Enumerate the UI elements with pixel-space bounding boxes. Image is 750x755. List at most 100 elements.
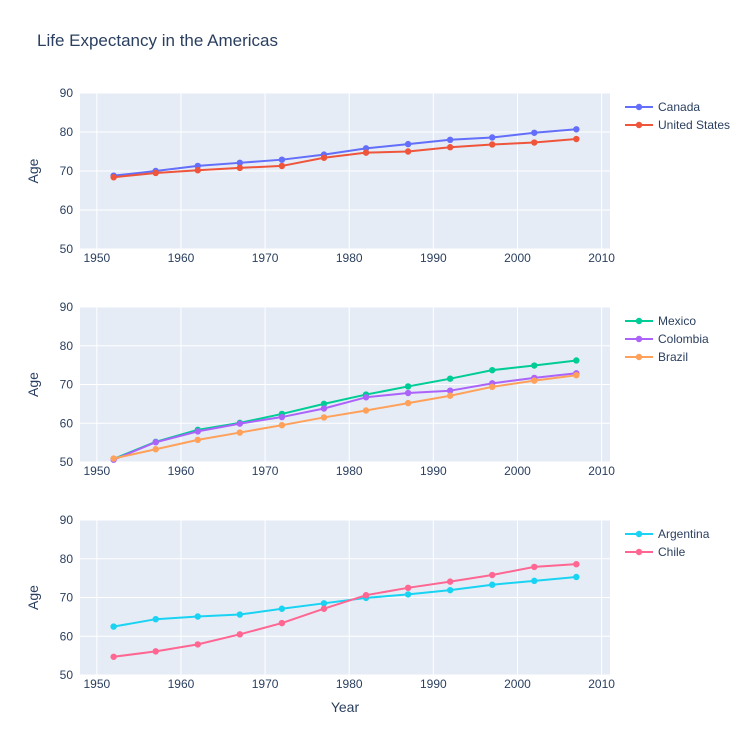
y-axis-label: Age xyxy=(25,585,41,610)
data-point xyxy=(278,413,286,421)
y-tick-label: 70 xyxy=(60,164,74,178)
data-point xyxy=(404,389,412,397)
data-point xyxy=(531,577,538,585)
legend-label: Argentina xyxy=(658,527,710,541)
series-line xyxy=(113,563,577,658)
x-tick-label: 1970 xyxy=(252,464,279,478)
legend-label: Canada xyxy=(658,100,700,114)
x-tick-label: 2000 xyxy=(504,464,531,478)
data-point xyxy=(489,383,496,391)
y-tick-label: 50 xyxy=(60,242,74,256)
x-tick-label: 1970 xyxy=(252,251,279,265)
y-tick-label: 80 xyxy=(60,125,74,139)
data-point xyxy=(320,154,328,161)
data-point xyxy=(404,584,412,592)
legend-marker xyxy=(635,103,643,111)
x-tick-label: 1990 xyxy=(420,677,447,691)
series-line xyxy=(113,575,577,628)
series-line xyxy=(113,374,577,460)
x-tick-label: 1960 xyxy=(168,464,195,478)
y-tick-label: 60 xyxy=(60,416,74,430)
data-point xyxy=(194,167,201,174)
data-point xyxy=(446,144,454,151)
data-point xyxy=(194,613,201,620)
x-tick-label: 1970 xyxy=(252,677,279,691)
data-point xyxy=(110,455,117,462)
x-tick-label: 1990 xyxy=(420,464,447,478)
data-point xyxy=(236,631,244,638)
data-point xyxy=(489,366,496,374)
y-tick-label: 50 xyxy=(60,455,74,469)
legend-marker xyxy=(635,530,643,538)
x-tick-label: 1950 xyxy=(83,464,110,478)
y-tick-label: 60 xyxy=(60,629,74,643)
data-point xyxy=(236,159,244,167)
data-point xyxy=(320,414,328,421)
data-point xyxy=(446,136,454,143)
series-line xyxy=(113,128,577,177)
x-tick-label: 2010 xyxy=(588,464,615,478)
data-point xyxy=(194,436,201,444)
data-point xyxy=(278,605,286,612)
data-point xyxy=(152,169,159,177)
y-axis-label: Age xyxy=(25,158,41,183)
y-tick-label: 70 xyxy=(60,378,74,392)
data-point xyxy=(573,560,580,568)
data-point xyxy=(320,605,328,612)
data-point xyxy=(531,362,538,369)
legend-marker xyxy=(635,353,643,361)
x-tick-label: 2010 xyxy=(588,677,615,691)
data-point xyxy=(573,573,580,581)
data-point xyxy=(362,394,370,401)
data-point xyxy=(573,372,580,379)
data-point xyxy=(531,129,538,136)
data-point xyxy=(320,400,328,408)
legend-label: Mexico xyxy=(658,314,696,328)
x-tick-label: 2010 xyxy=(588,251,615,265)
data-point xyxy=(446,586,454,594)
data-point xyxy=(194,428,201,435)
data-point xyxy=(404,148,412,155)
x-tick-label: 1960 xyxy=(168,677,195,691)
legend-label: Colombia xyxy=(658,332,709,346)
data-point xyxy=(404,140,412,148)
x-axis-label: Year xyxy=(331,699,360,715)
x-tick-label: 1950 xyxy=(83,251,110,265)
chart-title: Life Expectancy in the Americas xyxy=(37,31,278,50)
legend-marker xyxy=(635,335,643,343)
x-tick-label: 2000 xyxy=(504,251,531,265)
data-point xyxy=(152,446,159,453)
data-point xyxy=(489,141,496,148)
data-point xyxy=(573,135,580,143)
data-point xyxy=(236,611,244,618)
y-axis-label: Age xyxy=(25,372,41,397)
series-line xyxy=(113,372,577,461)
data-point xyxy=(320,600,328,607)
data-point xyxy=(110,653,117,660)
legend-label: Chile xyxy=(658,545,686,559)
data-point xyxy=(446,387,454,394)
y-tick-label: 90 xyxy=(60,513,74,527)
data-point xyxy=(446,578,454,585)
data-point xyxy=(152,648,159,655)
data-point xyxy=(110,174,117,181)
legend-label: United States xyxy=(658,118,730,132)
y-tick-label: 80 xyxy=(60,339,74,353)
data-point xyxy=(236,429,244,436)
legend-marker xyxy=(635,548,643,556)
legend-label: Brazil xyxy=(658,350,688,364)
data-point xyxy=(278,421,286,429)
x-tick-label: 1950 xyxy=(83,677,110,691)
x-tick-label: 1960 xyxy=(168,251,195,265)
series-line xyxy=(113,138,577,179)
x-tick-label: 1980 xyxy=(336,251,363,265)
data-point xyxy=(404,383,412,390)
x-tick-label: 1980 xyxy=(336,677,363,691)
data-point xyxy=(446,375,454,382)
data-point xyxy=(278,156,286,163)
data-point xyxy=(489,134,496,141)
data-point xyxy=(110,623,117,630)
data-point xyxy=(362,149,370,156)
data-point xyxy=(362,407,370,414)
